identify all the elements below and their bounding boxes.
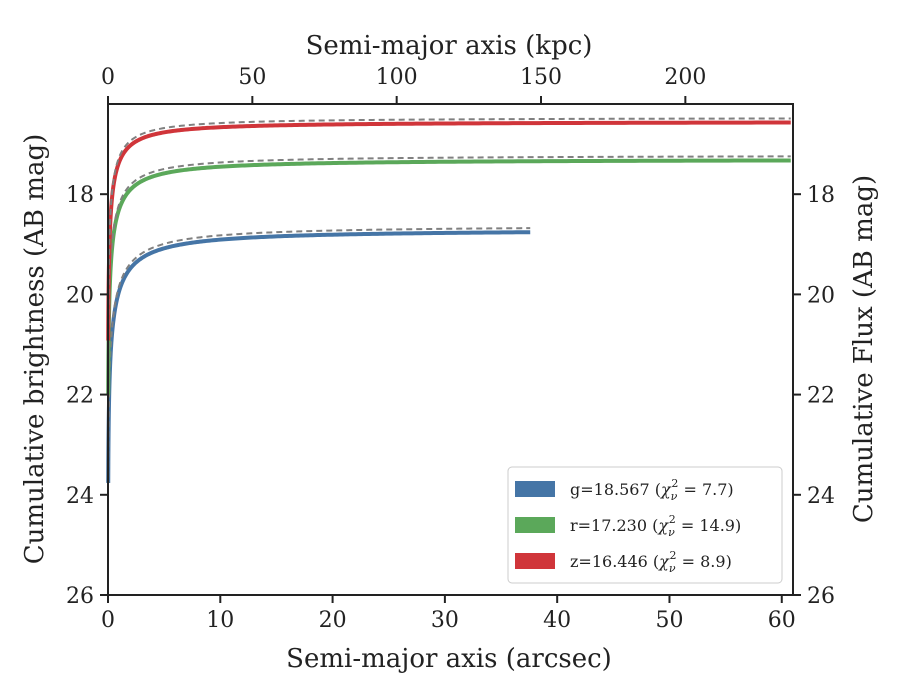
x-tick-label: 50: [655, 608, 683, 633]
legend-label-r: r=17.230 (χν2 = 14.9): [570, 513, 741, 539]
y-tick-label-right: 22: [807, 384, 835, 409]
y-tick-label-right: 18: [807, 183, 835, 208]
series-line-r: [106, 158, 791, 396]
model-line-g: [107, 227, 531, 478]
legend-swatch-z: [515, 553, 555, 569]
plot-frame: [107, 103, 794, 596]
model-line-r: [107, 155, 791, 390]
legend-swatch-g: [515, 481, 555, 497]
legend-label-z: z=16.446 (χν2 = 8.9): [570, 549, 732, 575]
y-tick-label-left: 22: [66, 384, 94, 409]
y-tick-label-right: 26: [807, 584, 835, 609]
x-tick-label: 60: [768, 608, 796, 633]
x-axis-title-bottom: Semi-major axis (arcsec): [286, 644, 612, 674]
x-tick-label: 30: [431, 608, 459, 633]
legend-box: [507, 466, 783, 584]
y-tick-label-right: 20: [807, 283, 835, 308]
legend-swatch-r: [515, 517, 555, 533]
ticks-layer: 0 10 20 30 40 50 60 0 50 100 150 200 18 18 20 20 22 22 24 2…: [66, 65, 835, 633]
top-tick-label: 150: [520, 65, 562, 90]
x-axis-title-top: Semi-major axis (kpc): [306, 31, 593, 61]
x-tick-label: 20: [319, 608, 347, 633]
legend-label-g: g=18.567 (χν2 = 7.7): [570, 477, 734, 503]
series-line-g: [106, 230, 531, 485]
y-axis-title-right: Cumulative Flux (AB mag): [849, 175, 879, 523]
model-line-z: [107, 117, 791, 335]
top-tick-label: 100: [376, 65, 418, 90]
y-tick-label-right: 24: [807, 484, 835, 509]
series-line-z: [106, 120, 791, 342]
x-tick-label: 10: [206, 608, 234, 633]
x-tick-label: 40: [543, 608, 571, 633]
y-tick-label-left: 26: [66, 584, 94, 609]
y-tick-label-left: 18: [66, 183, 94, 208]
curves-layer: [106, 117, 791, 485]
legend: g=18.567 (χν2 = 7.7) r=17.230 (χν2 = 14.9…: [507, 466, 783, 584]
x-tick-label: 0: [101, 608, 115, 633]
top-tick-label: 200: [664, 65, 706, 90]
top-tick-label: 0: [101, 65, 115, 90]
top-tick-label: 50: [238, 65, 266, 90]
y-tick-label-left: 20: [66, 283, 94, 308]
y-axis-title-left: Cumulative brightness (AB mag): [20, 134, 50, 565]
y-tick-label-left: 24: [66, 484, 94, 509]
